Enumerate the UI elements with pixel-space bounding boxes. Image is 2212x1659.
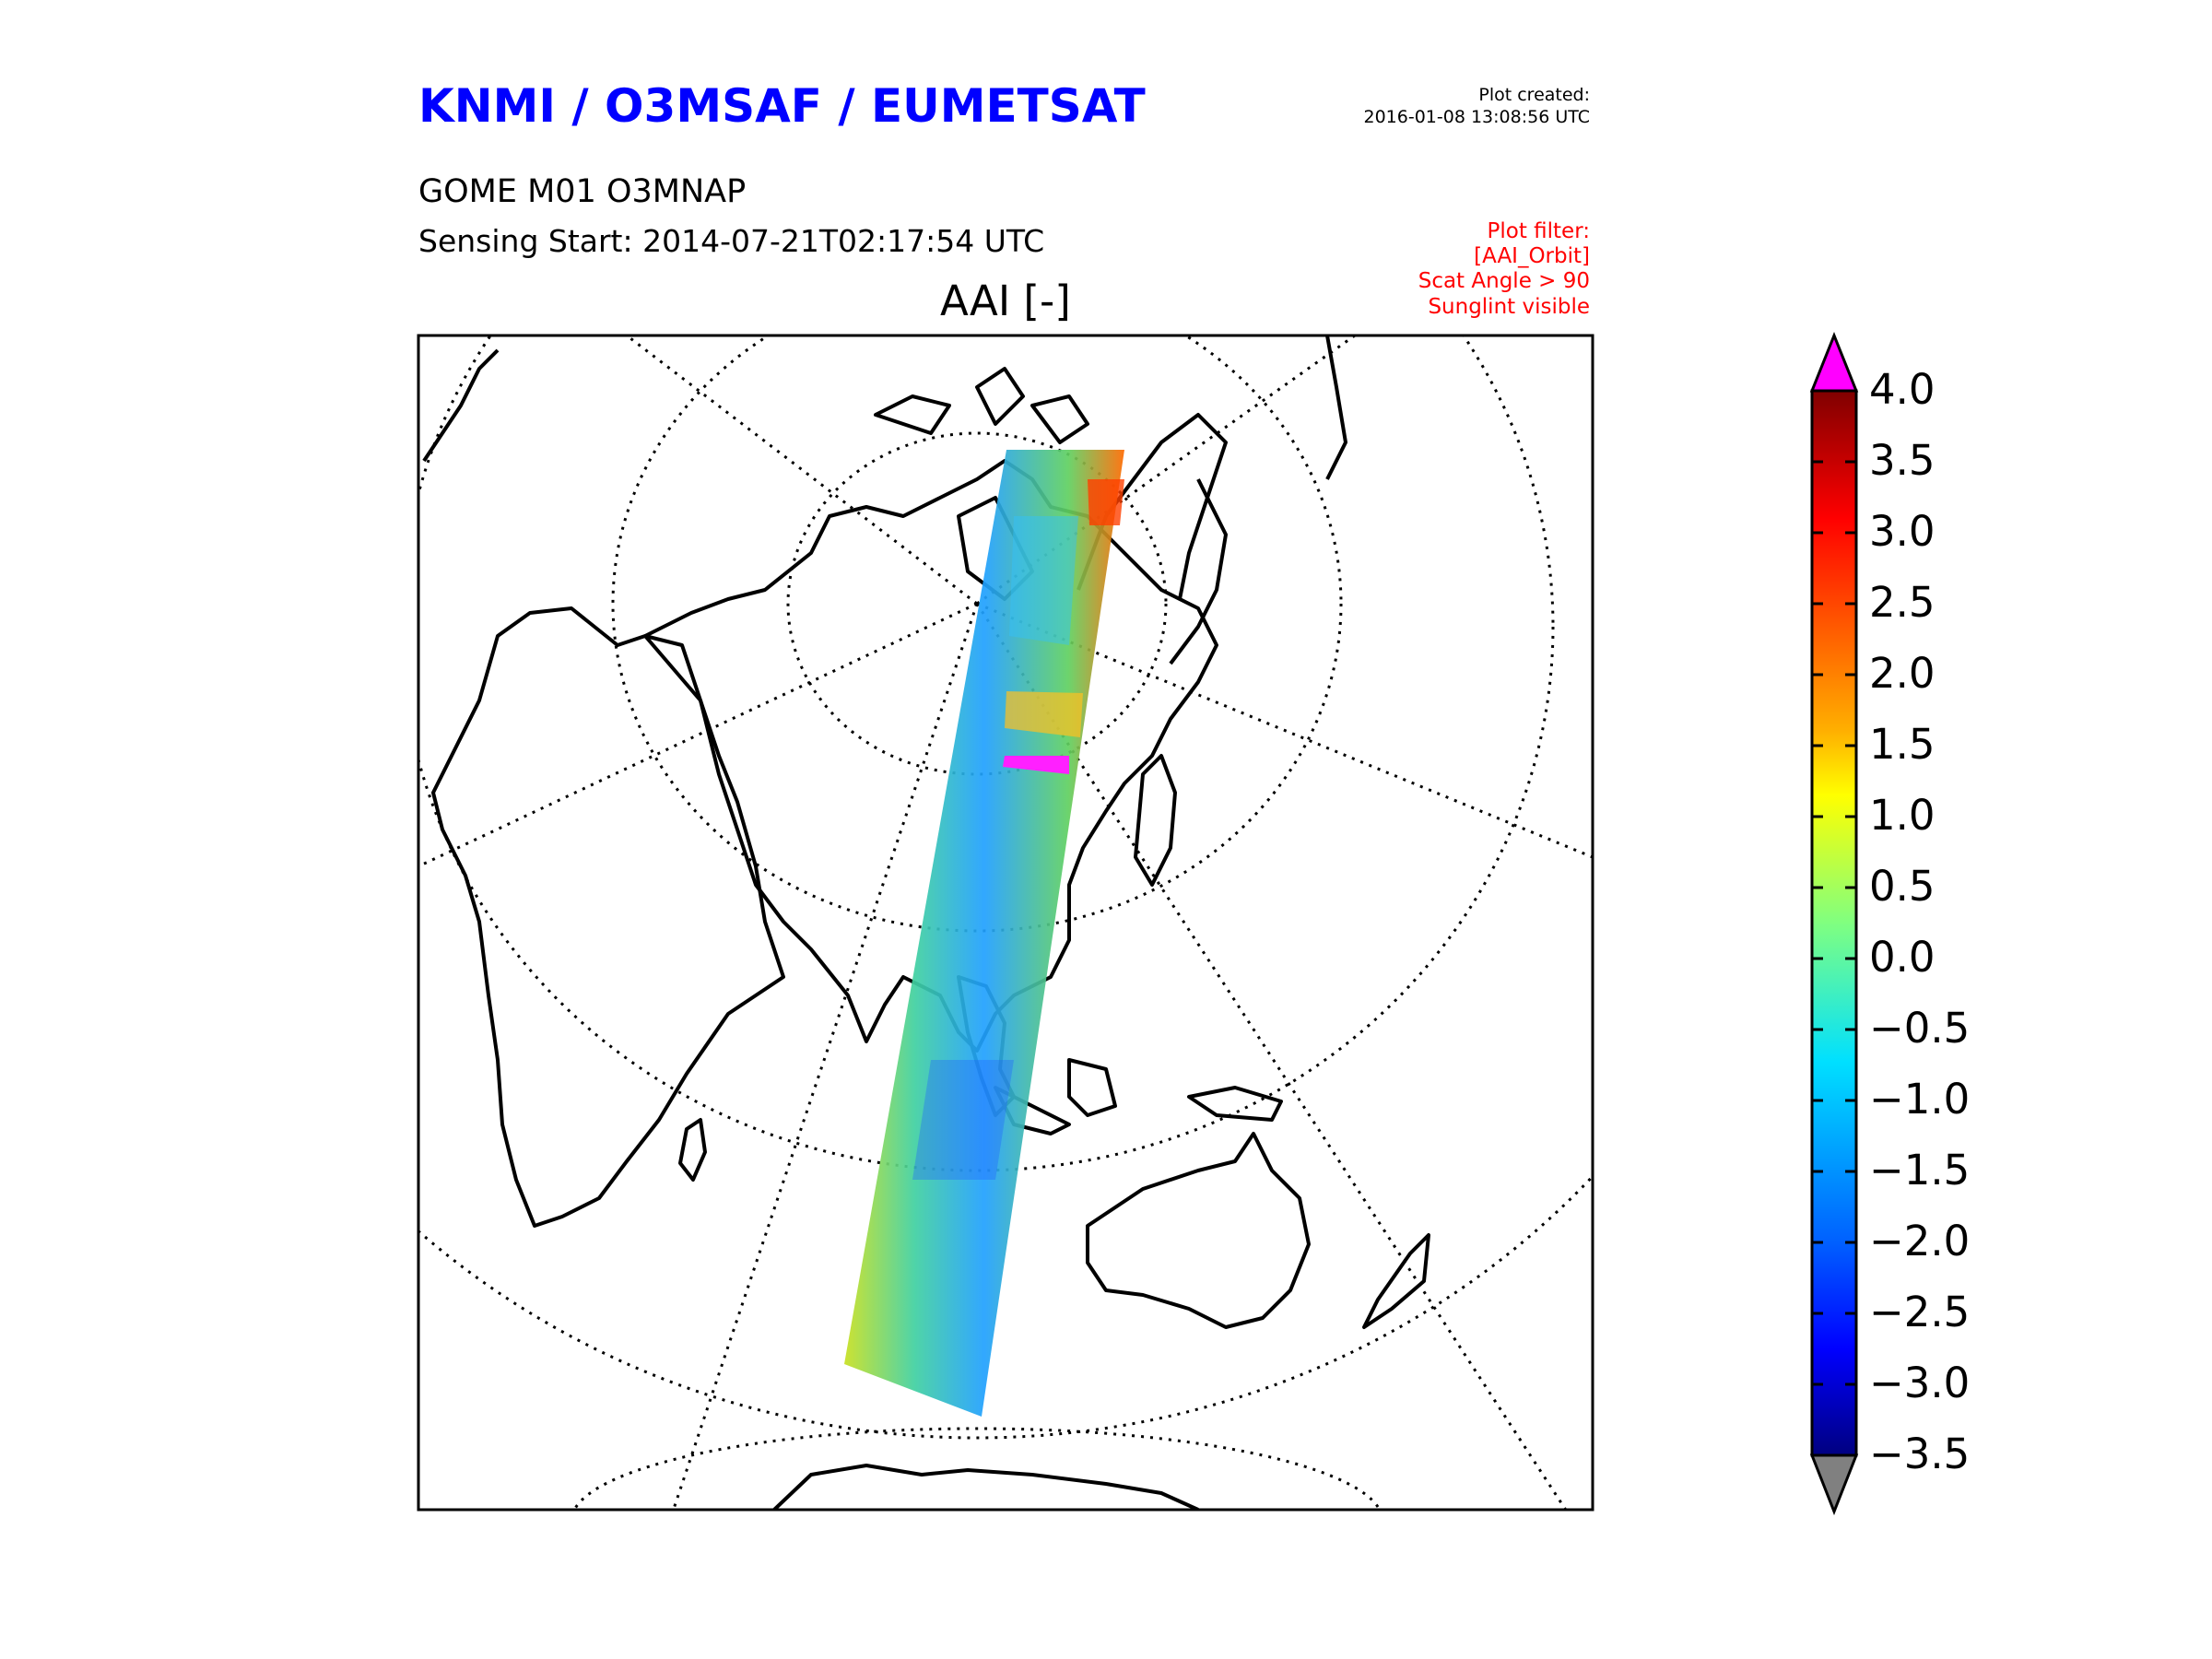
colorbar-tick-label: 0.0 — [1869, 933, 1936, 982]
borneo-outline — [1067, 1058, 1117, 1117]
product-name: GOME M01 O3MNAP — [418, 173, 747, 210]
colorbar-tick-label: 3.0 — [1869, 507, 1936, 556]
eurasia-outline — [643, 459, 1218, 1053]
colorbar-tick-label: 1.0 — [1869, 791, 1936, 840]
newguinea-outline — [1187, 1086, 1283, 1122]
colorbar — [1809, 331, 1859, 1516]
colorbar-tick-label: 2.0 — [1869, 649, 1936, 698]
madagascar-outline — [678, 1118, 707, 1182]
africa-outline — [431, 606, 785, 1228]
coastlines — [422, 335, 1430, 1510]
colorbar-tick-label: −3.0 — [1869, 1359, 1971, 1407]
japan-outline — [1134, 754, 1177, 887]
colorbar-tick-label: −2.5 — [1869, 1288, 1971, 1336]
colorbar-tick-label: 4.0 — [1869, 365, 1936, 414]
arctic-islands-outline — [874, 367, 1089, 444]
map-frame — [417, 334, 1594, 1512]
colorbar-tick-label: −0.5 — [1869, 1004, 1971, 1053]
sensing-start: Sensing Start: 2014-07-21T02:17:54 UTC — [418, 223, 1045, 259]
colorbar-tick-label: −1.0 — [1869, 1075, 1971, 1124]
colorbar-tick-label: 1.5 — [1869, 720, 1936, 769]
colorbar-tick-label: −3.5 — [1869, 1430, 1971, 1478]
plot-filter-label: Plot filter: — [1487, 219, 1590, 243]
plot-filter-scat-angle: Scat Angle > 90 — [1418, 269, 1590, 293]
colorbar-under-arrow — [1809, 1453, 1859, 1516]
newzealand-outline — [1362, 1233, 1430, 1329]
colorbar-tick-label: 2.5 — [1869, 578, 1936, 627]
australia-outline — [1086, 1132, 1311, 1329]
colorbar-gradient — [1810, 389, 1858, 1457]
colorbar-tick-label: 0.5 — [1869, 862, 1936, 911]
colorbar-tick-label: 3.5 — [1869, 436, 1936, 485]
colorbar-over-arrow — [1809, 331, 1859, 393]
plot-created-label: Plot created: — [1478, 85, 1590, 105]
orbit-swath — [844, 450, 1124, 1417]
north-coast-outline — [422, 335, 1347, 665]
graticule — [418, 335, 1593, 1510]
plot-filter-sunglint: Sunglint visible — [1428, 295, 1590, 319]
organization-title: KNMI / O3MSAF / EUMETSAT — [418, 79, 1146, 133]
colorbar-tick-label: −2.0 — [1869, 1217, 1971, 1265]
plot-filter-orbit: [AAI_Orbit] — [1474, 244, 1590, 268]
plot-title: AAI [-] — [940, 276, 1071, 325]
plot-created-value: 2016-01-08 13:08:56 UTC — [1363, 107, 1591, 127]
colorbar-tick-label: −1.5 — [1869, 1146, 1971, 1194]
antarctica-outline — [772, 1464, 1199, 1510]
